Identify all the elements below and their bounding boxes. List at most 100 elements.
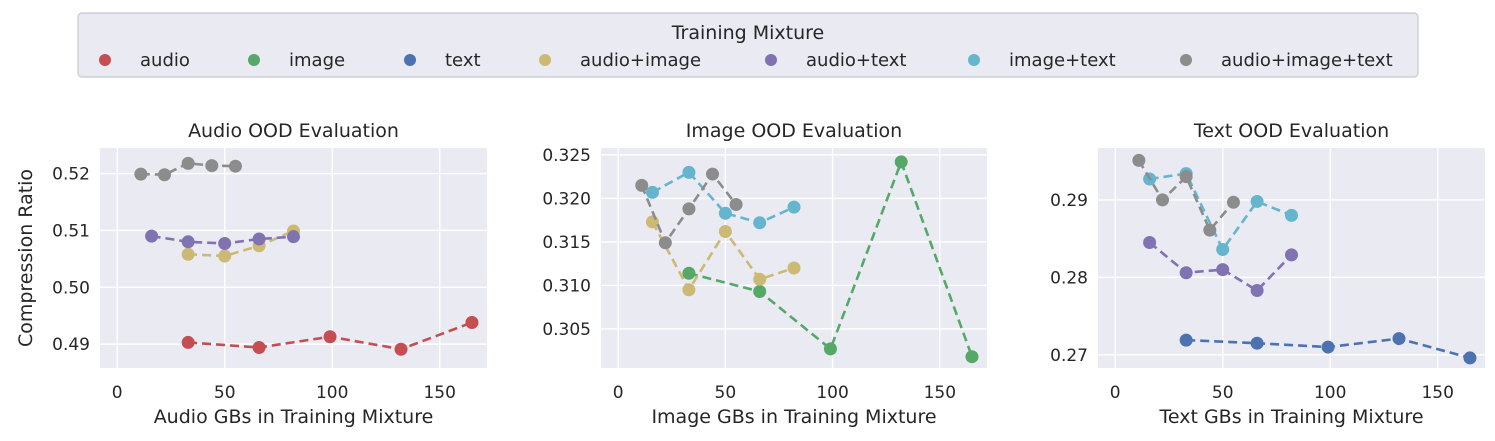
data-point	[465, 316, 479, 330]
data-point	[645, 215, 659, 229]
x-tick-label: 0	[1110, 383, 1121, 403]
legend-label-image: image	[289, 50, 345, 71]
data-point	[287, 230, 300, 244]
data-point	[181, 156, 195, 170]
data-point	[1392, 332, 1406, 346]
series-audio-image	[645, 215, 801, 297]
data-point	[158, 168, 171, 182]
data-point	[787, 200, 801, 214]
legend-label-audio-image: audio+image	[580, 50, 701, 71]
y-tick-label: 0.28	[1050, 268, 1088, 288]
data-point	[718, 206, 732, 220]
x-tick-label: 50	[1212, 383, 1234, 403]
gridlines	[601, 148, 987, 368]
data-point	[181, 235, 195, 249]
legend-label-text: text	[445, 50, 481, 71]
data-point	[323, 330, 337, 344]
data-point	[205, 159, 219, 173]
data-point	[1179, 266, 1193, 280]
data-point	[1132, 153, 1146, 167]
legend-label-audio-image-text: audio+image+text	[1221, 50, 1393, 71]
x-tick-label: 150	[423, 383, 455, 403]
chart-title: Text OOD Evaluation	[1193, 120, 1389, 142]
legend-title: Training Mixture	[671, 22, 825, 44]
y-tick-label: 0.49	[52, 335, 90, 355]
series-line	[688, 158, 974, 358]
x-tick-label: 100	[316, 383, 348, 403]
data-point	[1321, 340, 1335, 354]
series-audio-text	[1143, 236, 1298, 298]
data-point	[682, 283, 696, 297]
legend-marker-audio	[99, 54, 111, 66]
legend-entry-audio-image-text: audio+image+text	[1180, 50, 1393, 71]
x-tick-label: 50	[715, 383, 737, 403]
x-axis-label: Text GBs in Training Mixture	[1158, 406, 1423, 428]
chart-image-ood-evaluation: 0 50 100 150 0.305 0.310 0.315 0.320 0.325 Image …	[542, 120, 987, 428]
data-point	[753, 284, 767, 298]
data-point	[682, 266, 696, 280]
plot-area	[100, 148, 487, 368]
data-point	[1463, 351, 1477, 365]
legend-marker-image-text	[968, 54, 980, 66]
series-image	[682, 155, 979, 364]
data-point	[181, 335, 195, 349]
data-point	[145, 229, 159, 243]
chart-title: Image OOD Evaluation	[686, 120, 902, 142]
legend-entry-text: text	[404, 50, 481, 71]
data-point	[228, 159, 242, 173]
y-tick-label: 0.50	[52, 278, 90, 298]
legend-entry-audio: audio	[99, 50, 190, 71]
x-tick-label: 0	[613, 383, 624, 403]
series-audio-image-text	[134, 156, 242, 182]
x-tick-label: 100	[1314, 383, 1346, 403]
data-point	[1285, 248, 1298, 262]
legend-entry-image-text: image+text	[968, 50, 1116, 71]
data-point	[1179, 333, 1193, 347]
y-tick-label: 0.320	[542, 189, 591, 209]
data-point	[218, 237, 232, 251]
series-audio-image-text	[635, 167, 743, 250]
data-point	[134, 167, 148, 181]
data-point	[706, 167, 720, 181]
x-tick-label: 0	[112, 383, 123, 403]
plot-area	[601, 148, 987, 368]
x-tick-label: 50	[214, 383, 236, 403]
data-point	[394, 342, 408, 356]
data-point	[658, 236, 672, 250]
chart-panels: 0 50 100 150 0.49 0.50 0.51 0.52 Audio OOD Evalu…	[15, 120, 1485, 428]
x-tick-label: 100	[816, 383, 848, 403]
data-point	[729, 198, 743, 212]
data-point	[682, 202, 696, 216]
legend-label-image-text: image+text	[1009, 50, 1116, 71]
legend-label-audio-text: audio+text	[806, 50, 907, 71]
series-audio-text	[145, 229, 300, 251]
y-axis-label: Compression Ratio	[15, 169, 37, 347]
legend-marker-audio-text	[765, 54, 777, 66]
y-tick-label: 0.325	[542, 146, 591, 166]
data-point	[1216, 263, 1230, 277]
legend-marker-text	[404, 54, 416, 66]
y-tick-label: 0.310	[542, 276, 591, 296]
data-point	[1285, 208, 1298, 222]
chart-audio-ood-evaluation: 0 50 100 150 0.49 0.50 0.51 0.52 Audio OOD Evalu…	[15, 120, 487, 428]
y-tick-label: 0.27	[1050, 346, 1088, 366]
data-point	[718, 224, 732, 238]
legend-marker-audio-image	[539, 54, 551, 66]
data-point	[1226, 195, 1240, 209]
y-tick-label: 0.315	[542, 233, 591, 253]
series-text	[1179, 332, 1477, 365]
legend-label-audio: audio	[140, 50, 190, 71]
chart-text-ood-evaluation: 0 50 100 150 0.27 0.28 0.29 Text OOD Evaluation…	[1050, 120, 1485, 428]
data-point	[218, 249, 232, 263]
series-line	[1137, 159, 1235, 233]
y-tick-label: 0.52	[52, 165, 90, 185]
series-image-text	[645, 165, 801, 230]
data-point	[894, 155, 908, 169]
legend-entry-image: image	[248, 50, 345, 71]
data-point	[1203, 223, 1217, 237]
x-tick-label: 150	[924, 383, 956, 403]
y-tick-label: 0.305	[542, 320, 591, 340]
data-point	[181, 247, 195, 261]
data-point	[645, 185, 659, 199]
